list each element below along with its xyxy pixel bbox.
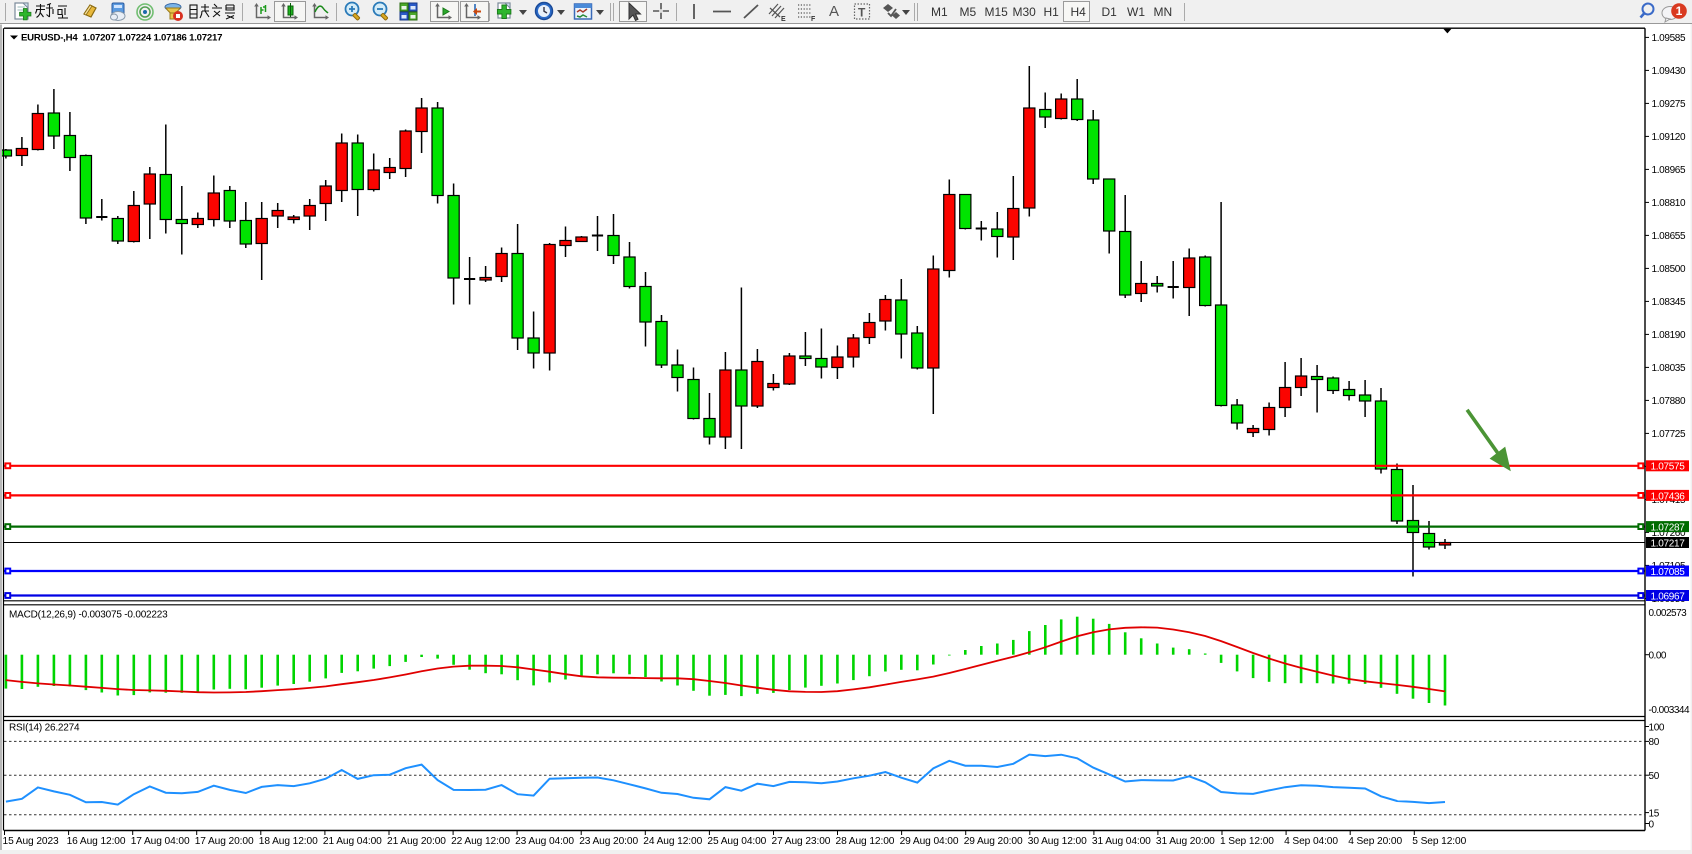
- svg-text:F: F: [811, 16, 816, 23]
- svg-text:25 Aug 04:00: 25 Aug 04:00: [707, 836, 766, 847]
- svg-text:1.08190: 1.08190: [1652, 330, 1686, 341]
- svg-text:1.09275: 1.09275: [1652, 99, 1686, 110]
- svg-text:1: 1: [1676, 4, 1683, 18]
- svg-text:1.08345: 1.08345: [1652, 297, 1686, 308]
- svg-text:50: 50: [1649, 771, 1660, 782]
- svg-text:21 Aug 04:00: 21 Aug 04:00: [323, 836, 382, 847]
- svg-text:30 Aug 12:00: 30 Aug 12:00: [1028, 836, 1087, 847]
- svg-text:RSI(14) 26.2274: RSI(14) 26.2274: [9, 723, 80, 734]
- svg-text:15 Aug 2023: 15 Aug 2023: [3, 836, 60, 847]
- svg-text:31 Aug 20:00: 31 Aug 20:00: [1156, 836, 1215, 847]
- svg-text:15: 15: [1649, 808, 1660, 819]
- svg-text:23 Aug 20:00: 23 Aug 20:00: [579, 836, 638, 847]
- svg-text:21 Aug 20:00: 21 Aug 20:00: [387, 836, 446, 847]
- svg-text:1.07287: 1.07287: [1650, 523, 1685, 534]
- svg-text:1.09120: 1.09120: [1652, 132, 1686, 143]
- svg-text:T: T: [858, 6, 866, 20]
- svg-text:1.06967: 1.06967: [1650, 591, 1685, 602]
- svg-text:1.09430: 1.09430: [1652, 66, 1686, 77]
- svg-text:28 Aug 12:00: 28 Aug 12:00: [836, 836, 895, 847]
- svg-text:1.08965: 1.08965: [1652, 165, 1686, 176]
- svg-text:1 Sep 12:00: 1 Sep 12:00: [1220, 836, 1274, 847]
- svg-text:1.07725: 1.07725: [1652, 429, 1686, 440]
- svg-text:31 Aug 04:00: 31 Aug 04:00: [1092, 836, 1151, 847]
- svg-text:4 Sep 04:00: 4 Sep 04:00: [1284, 836, 1338, 847]
- svg-text:1.07436: 1.07436: [1650, 491, 1685, 502]
- svg-text:17 Aug 04:00: 17 Aug 04:00: [131, 836, 190, 847]
- svg-text:29 Aug 04:00: 29 Aug 04:00: [900, 836, 959, 847]
- svg-text:24 Aug 12:00: 24 Aug 12:00: [643, 836, 702, 847]
- svg-text:29 Aug 20:00: 29 Aug 20:00: [964, 836, 1023, 847]
- svg-text:1.07260: 1.07260: [1652, 528, 1686, 539]
- svg-text:MACD(12,26,9) -0.003075 -0.002: MACD(12,26,9) -0.003075 -0.002223: [9, 610, 168, 621]
- svg-text:17 Aug 20:00: 17 Aug 20:00: [195, 836, 254, 847]
- svg-text:1.07085: 1.07085: [1650, 567, 1685, 578]
- svg-text:80: 80: [1649, 737, 1660, 748]
- svg-text:EURUSD-,H4 1.07207 1.07224 1.: EURUSD-,H4 1.07207 1.07224 1.07186 1.072…: [21, 33, 222, 44]
- svg-text:16 Aug 12:00: 16 Aug 12:00: [67, 836, 126, 847]
- svg-text:1.08655: 1.08655: [1652, 231, 1686, 242]
- svg-text:5 Sep 12:00: 5 Sep 12:00: [1412, 836, 1466, 847]
- svg-text:1.08810: 1.08810: [1652, 198, 1686, 209]
- svg-text:1.09585: 1.09585: [1652, 33, 1686, 44]
- svg-text:4 Sep 20:00: 4 Sep 20:00: [1348, 836, 1402, 847]
- svg-text:0.00: 0.00: [1649, 651, 1667, 662]
- svg-text:0.002573: 0.002573: [1649, 608, 1688, 619]
- svg-text:23 Aug 04:00: 23 Aug 04:00: [515, 836, 574, 847]
- svg-text:1.08035: 1.08035: [1652, 363, 1686, 374]
- svg-text:1.07880: 1.07880: [1652, 396, 1686, 407]
- svg-text:22 Aug 12:00: 22 Aug 12:00: [451, 836, 510, 847]
- svg-text:100: 100: [1649, 722, 1665, 733]
- svg-text:1.07575: 1.07575: [1650, 462, 1685, 473]
- svg-text:1.08500: 1.08500: [1652, 264, 1686, 275]
- svg-text:E: E: [781, 16, 786, 23]
- svg-text:0: 0: [1649, 819, 1655, 830]
- svg-text:-0.003344: -0.003344: [1649, 705, 1690, 716]
- svg-text:27 Aug 23:00: 27 Aug 23:00: [772, 836, 831, 847]
- svg-text:1.07217: 1.07217: [1650, 538, 1685, 549]
- svg-text:18 Aug 12:00: 18 Aug 12:00: [259, 836, 318, 847]
